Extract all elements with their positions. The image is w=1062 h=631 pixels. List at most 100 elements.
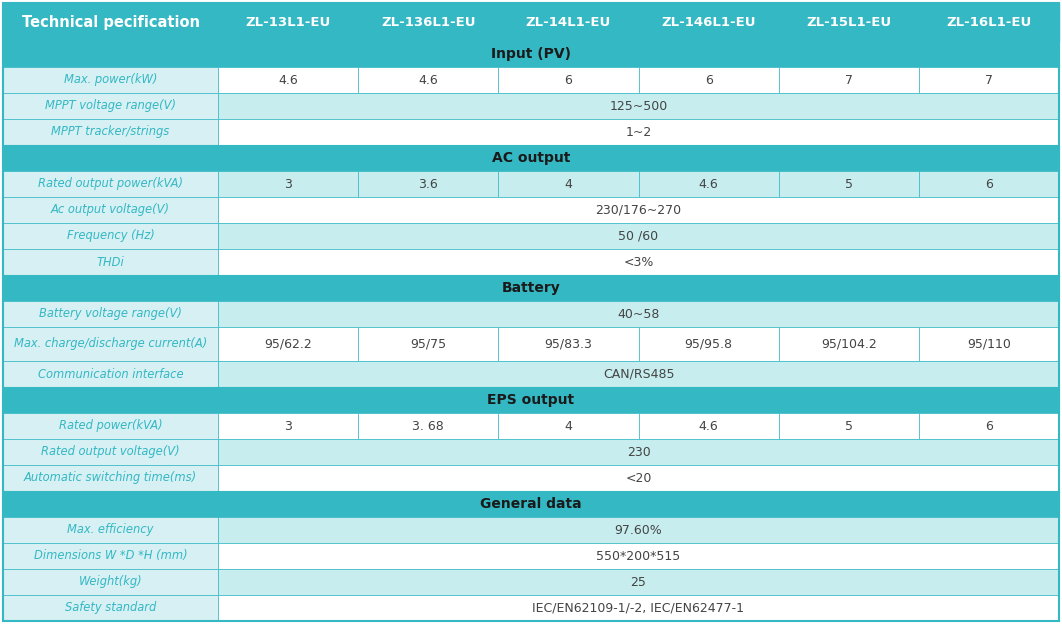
Text: 125~500: 125~500 [610, 100, 668, 112]
Bar [218, 3, 358, 41]
Bar [3, 465, 218, 491]
Text: 3. 68: 3. 68 [412, 420, 444, 432]
Text: Safety standard: Safety standard [65, 601, 156, 615]
Bar [3, 491, 1059, 517]
Bar [3, 543, 218, 569]
Text: ZL-13L1-EU: ZL-13L1-EU [245, 16, 330, 28]
Text: Input (PV): Input (PV) [491, 47, 571, 61]
Bar [3, 67, 218, 93]
Bar [218, 543, 1059, 569]
Text: 95/62.2: 95/62.2 [264, 338, 312, 350]
Bar [218, 465, 1059, 491]
Bar [218, 119, 1059, 145]
Bar [778, 67, 919, 93]
Text: 4.6: 4.6 [699, 420, 719, 432]
Bar [218, 569, 1059, 595]
Text: 95/83.3: 95/83.3 [545, 338, 593, 350]
Text: <20: <20 [626, 471, 652, 485]
Bar [498, 171, 638, 197]
Text: 6: 6 [565, 73, 572, 86]
Bar [218, 517, 1059, 543]
Text: Rated output power(kVA): Rated output power(kVA) [38, 177, 183, 191]
Bar [778, 413, 919, 439]
Bar [638, 327, 778, 361]
Bar [3, 3, 218, 41]
Text: 95/95.8: 95/95.8 [685, 338, 733, 350]
Text: Rated power(kVA): Rated power(kVA) [58, 420, 162, 432]
Text: ZL-14L1-EU: ZL-14L1-EU [526, 16, 611, 28]
Text: <3%: <3% [623, 256, 654, 269]
Bar [3, 171, 218, 197]
Text: 4: 4 [565, 420, 572, 432]
Text: Max. charge/discharge current(A): Max. charge/discharge current(A) [14, 338, 207, 350]
Text: THDi: THDi [97, 256, 124, 269]
Bar [358, 171, 498, 197]
Text: Battery voltage range(V): Battery voltage range(V) [39, 307, 182, 321]
Text: Rated output voltage(V): Rated output voltage(V) [41, 445, 179, 459]
Text: IEC/EN62109-1/-2, IEC/EN62477-1: IEC/EN62109-1/-2, IEC/EN62477-1 [532, 601, 744, 615]
Bar [498, 67, 638, 93]
Text: Max. power(kW): Max. power(kW) [64, 73, 157, 86]
Text: 50 /60: 50 /60 [618, 230, 658, 242]
Text: Communication interface: Communication interface [37, 367, 184, 380]
Bar [3, 301, 218, 327]
Bar [3, 595, 218, 621]
Bar [3, 145, 1059, 171]
Bar [218, 301, 1059, 327]
Text: 3.6: 3.6 [418, 177, 439, 191]
Bar [358, 3, 498, 41]
Text: 95/104.2: 95/104.2 [821, 338, 876, 350]
Text: AC output: AC output [492, 151, 570, 165]
Text: ZL-16L1-EU: ZL-16L1-EU [946, 16, 1031, 28]
Text: ZL-15L1-EU: ZL-15L1-EU [806, 16, 891, 28]
Text: 4.6: 4.6 [278, 73, 298, 86]
Text: 40~58: 40~58 [617, 307, 660, 321]
Text: Weight(kg): Weight(kg) [79, 575, 142, 589]
Bar [358, 327, 498, 361]
Bar [919, 67, 1059, 93]
Bar [358, 413, 498, 439]
Bar [3, 197, 218, 223]
Bar [3, 517, 218, 543]
Text: Automatic switching time(ms): Automatic switching time(ms) [24, 471, 198, 485]
Bar [3, 413, 218, 439]
Text: 6: 6 [984, 420, 993, 432]
Text: 1~2: 1~2 [626, 126, 652, 138]
Bar [218, 595, 1059, 621]
Text: 230/176~270: 230/176~270 [596, 204, 682, 216]
Text: 6: 6 [705, 73, 713, 86]
Text: 25: 25 [631, 575, 647, 589]
Bar [3, 223, 218, 249]
Bar [778, 171, 919, 197]
Bar [498, 327, 638, 361]
Bar [638, 3, 778, 41]
Bar [218, 171, 358, 197]
Text: 7: 7 [984, 73, 993, 86]
Bar [3, 439, 218, 465]
Text: ZL-136L1-EU: ZL-136L1-EU [381, 16, 476, 28]
Text: General data: General data [480, 497, 582, 511]
Text: ZL-146L1-EU: ZL-146L1-EU [662, 16, 756, 28]
Bar [3, 249, 218, 275]
Bar [638, 413, 778, 439]
Bar [919, 327, 1059, 361]
Bar [638, 171, 778, 197]
Bar [778, 3, 919, 41]
Bar [218, 197, 1059, 223]
Bar [3, 569, 218, 595]
Bar [3, 275, 1059, 301]
Text: 97.60%: 97.60% [615, 524, 663, 536]
Text: 95/110: 95/110 [967, 338, 1011, 350]
Bar [218, 439, 1059, 465]
Bar [3, 327, 218, 361]
Text: Battery: Battery [501, 281, 561, 295]
Text: MPPT tracker/strings: MPPT tracker/strings [51, 126, 170, 138]
Bar [218, 67, 358, 93]
Bar [218, 223, 1059, 249]
Bar [218, 93, 1059, 119]
Bar [3, 361, 218, 387]
Bar [919, 171, 1059, 197]
Bar [919, 413, 1059, 439]
Text: 4: 4 [565, 177, 572, 191]
Bar [498, 413, 638, 439]
